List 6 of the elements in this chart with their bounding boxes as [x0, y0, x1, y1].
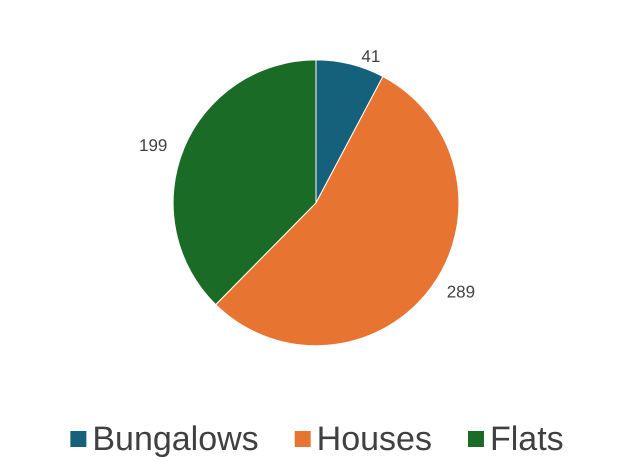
data-label: 41: [361, 46, 380, 66]
legend-label: Bungalows: [92, 420, 259, 458]
legend-label: Houses: [316, 420, 432, 458]
data-label: 199: [138, 136, 168, 156]
legend-label: Flats: [490, 420, 564, 458]
data-label: 289: [446, 282, 476, 302]
